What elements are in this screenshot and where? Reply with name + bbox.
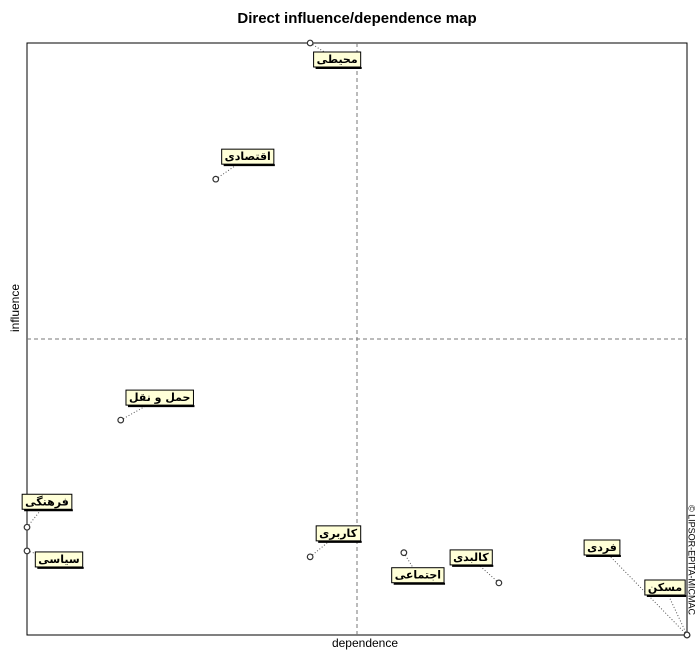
marks: محیطی اقتصادی حمل و نقل فرهنگی سیاسی کاربری اج… — [21, 39, 691, 639]
leader-line — [215, 156, 249, 180]
x-axis-label: dependence — [332, 636, 398, 650]
point-label: اجتماعی — [391, 567, 446, 585]
point-label: سیاسی — [34, 551, 84, 569]
label-text: کالبدی — [453, 551, 489, 564]
point — [23, 547, 31, 555]
point — [117, 416, 125, 424]
leader-line — [470, 557, 500, 584]
point-label: فردی — [583, 539, 621, 557]
point — [23, 523, 31, 531]
label-text: حمل و نقل — [129, 391, 190, 404]
label-text: محیطی — [317, 53, 358, 66]
source-note: © LIPSOR-EPITA-MICMAC — [687, 505, 696, 615]
point-label: کالبدی — [449, 549, 494, 567]
label-text: کاربری — [319, 527, 358, 540]
chart-title: Direct influence/dependence map — [237, 10, 476, 27]
point-label: حمل و نقل — [125, 389, 195, 408]
label-text: اجتماعی — [395, 569, 441, 582]
label-text: فرهنگی — [25, 495, 69, 508]
point — [306, 553, 314, 561]
point — [400, 549, 408, 557]
point-label: فرهنگی — [21, 493, 73, 512]
point — [683, 631, 691, 639]
point-label: اقتصادی — [221, 148, 275, 167]
point-label: کاربری — [315, 525, 362, 543]
label-text: مسکن — [648, 581, 682, 594]
point-label: مسکن — [644, 579, 687, 597]
point-label: محیطی — [313, 51, 362, 69]
point — [495, 579, 503, 587]
label-text: سیاسی — [38, 553, 79, 566]
label-text: فردی — [587, 541, 617, 554]
label-text: اقتصادی — [225, 150, 271, 163]
point — [306, 39, 314, 47]
point — [212, 175, 220, 183]
y-axis-label: influence — [8, 284, 22, 332]
